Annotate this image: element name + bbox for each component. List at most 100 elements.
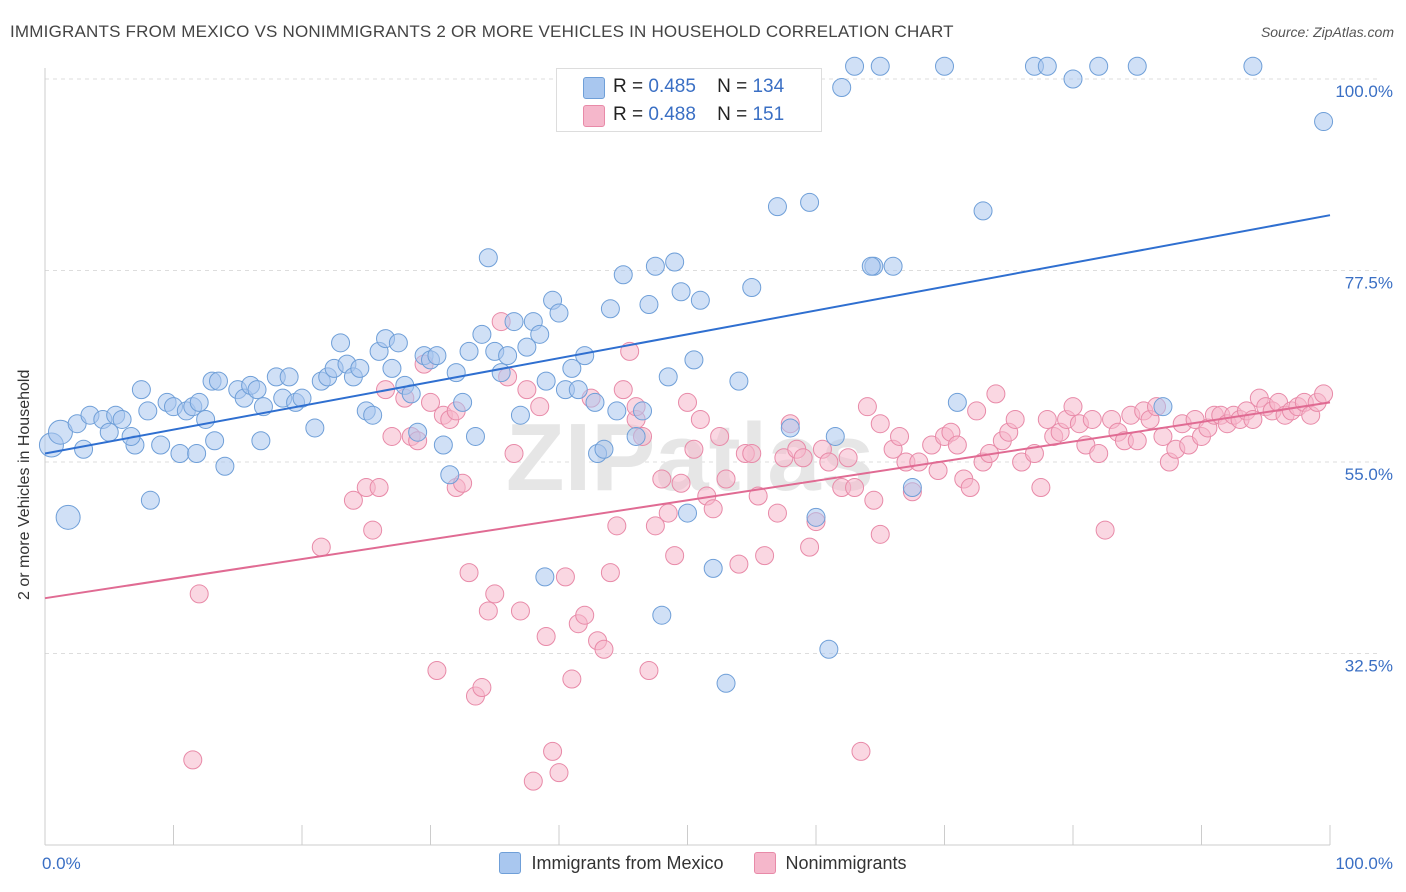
nonimmigrant-point-8 [382,426,402,446]
mexico-point-94 [729,371,749,391]
nonimmigrant-point-29 [523,771,543,791]
series-legend: Immigrants from Mexico Nonimmigrants [0,852,1406,874]
nonimmigrant-point-87 [928,461,948,481]
nonimmigrant-point-149 [870,414,890,434]
mexico-point-83 [639,295,659,315]
n-label: N = [717,76,748,97]
nonimmigrant-point-23 [485,584,505,604]
nonimmigrant-point-54 [684,439,704,459]
mexico-point-102 [845,56,865,76]
nonimmigrant-point-1 [183,750,203,770]
mexico-point-121 [861,256,881,276]
nonimmigrant-point-102 [1031,478,1051,498]
nonimmigrant-point-64 [755,546,775,566]
axes [44,68,1331,846]
mexico-point-112 [1063,69,1083,89]
nonimmigrant-point-78 [857,397,877,417]
nonimmigrant-point-42 [607,516,627,536]
mexico-point-22 [215,456,235,476]
mexico-point-49 [408,422,428,442]
mexico-point-69 [536,371,556,391]
mexico-point-85 [652,605,672,625]
mexico-point-53 [433,435,453,455]
nonimmigrant-point-117 [1127,431,1147,451]
mexico-point-63 [498,346,518,366]
nonimmigrant-point-62 [742,443,762,463]
mexico-point-96 [767,197,787,217]
mexico-point-109 [973,201,993,221]
mexico-point-57 [459,341,479,361]
mexico-point-92 [703,558,723,578]
mexico-point-111 [1037,56,1057,76]
nonimmigrant-point-31 [536,626,556,646]
nonimmigrant-point-51 [665,546,685,566]
blue-swatch [499,852,522,874]
tick-labels: 32.5% 55.0% 77.5% 100.0% 0.0% 100.0% [42,82,1393,873]
pink-swatch [583,105,605,127]
mexico-point-9 [131,380,151,400]
nonimmigrant-point-26 [504,443,524,463]
mexico-point-91 [690,290,710,310]
nonimmigrant-point-21 [472,678,492,698]
nonimmigrant-point-70 [800,537,820,557]
mexico-point-117 [55,504,81,530]
mexico-point-40 [350,358,370,378]
nonimmigrant-point-65 [767,503,787,523]
mexico-point-119 [205,431,225,451]
y-tick-label-2: 77.5% [1345,274,1393,293]
nonimmigrant-point-14 [427,661,447,681]
nonimmigrant-point-33 [549,763,569,783]
r-value: 0.485 [648,76,696,97]
mexico-point-80 [613,265,633,285]
nonimmigrant-point-5 [363,520,383,540]
mexico-point-87 [665,252,685,272]
mexico-point-17 [187,443,207,463]
mexico-point-37 [331,333,351,353]
mexico-point-62 [491,363,511,383]
mexico-point-46 [388,333,408,353]
legend-item-mexico[interactable]: Immigrants from Mexico [499,852,724,874]
nonimmigrant-point-110 [1082,409,1102,429]
y-tick-label-1: 55.0% [1345,465,1393,484]
nonimmigrant-point-52 [671,473,691,493]
mexico-point-10 [138,401,158,421]
y-tick-label-3: 100.0% [1335,82,1393,101]
nonimmigrant-point-49 [652,469,672,489]
mexico-point-118 [140,490,160,510]
nonimmigrant-point-99 [1005,409,1025,429]
legend-item-nonimmigrants[interactable]: Nonimmigrants [753,852,907,874]
nonimmigrant-point-47 [639,661,659,681]
mexico-point-124 [251,431,271,451]
mexico-point-127 [585,392,605,412]
nonimmigrant-point-48 [645,516,665,536]
mexico-point-108 [947,392,967,412]
mexico-point-84 [645,256,665,276]
nonimmigrant-point-59 [716,469,736,489]
mexico-point-73 [562,358,582,378]
nonimmigrants-trend-line [44,401,1331,600]
nonimmigrant-point-107 [1063,397,1083,417]
mexico-point-78 [600,299,620,319]
nonimmigrant-point-93 [967,401,987,421]
mexico-point-81 [626,426,646,446]
mexico-point-1 [47,419,73,445]
nonimmigrant-point-76 [845,478,865,498]
mexico-point-97 [780,418,800,438]
nonimmigrant-point-58 [710,426,730,446]
mexico-point-33 [305,418,325,438]
legend-label: Nonimmigrants [785,852,907,873]
mexico-point-120 [535,567,555,587]
mexico-point-95 [742,278,762,298]
mexico-point-107 [935,56,954,76]
mexico-point-30 [279,367,299,387]
y-axis-label: 2 or more Vehicles in Household [16,369,33,600]
mexico-point-45 [382,358,402,378]
mexico-point-52 [427,346,447,366]
r-value: 0.488 [648,104,696,125]
mexico-point-100 [819,639,839,659]
mexico-point-11 [151,435,171,455]
mexico-point-89 [678,503,697,523]
mexico-point-106 [902,478,922,498]
nonimmigrant-point-75 [838,448,858,468]
mexico-point-122 [825,426,845,446]
